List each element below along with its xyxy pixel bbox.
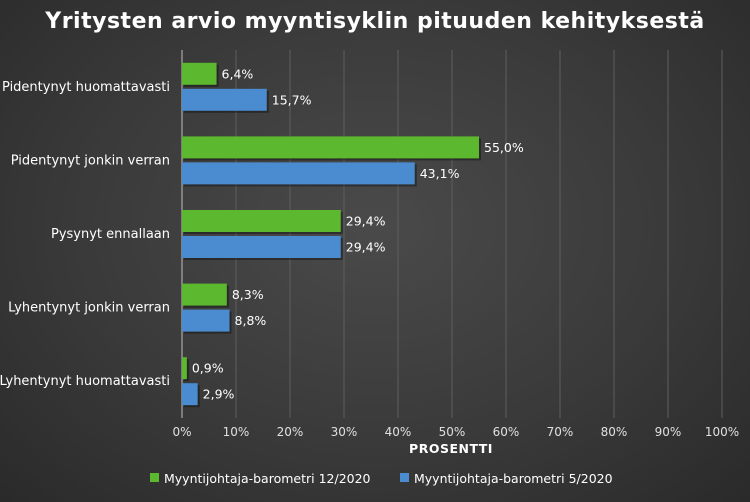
legend-swatch — [400, 473, 409, 482]
bar-group — [182, 283, 229, 308]
x-tick-label: 10% — [223, 425, 250, 439]
bar-group — [182, 136, 481, 161]
bar — [182, 383, 198, 406]
legend: Myyntijohtaja-barometri 12/2020 Myyntijoh… — [150, 471, 613, 486]
x-tick-label: 70% — [547, 425, 574, 439]
data-label: 29,4% — [346, 214, 386, 229]
category-label: Pidentynyt huomattavasti — [2, 80, 170, 95]
bar — [182, 236, 341, 258]
bars: 6,4% 15,7% 55,0% 43,1% 29,4% 29,4% 8,3% 8,8% 0,9… — [182, 62, 524, 408]
bar-group — [182, 236, 343, 260]
data-label: 8,3% — [232, 287, 264, 302]
x-tick-label: 30% — [331, 425, 358, 439]
bar — [182, 162, 415, 185]
x-tick-label: 100% — [705, 425, 739, 439]
legend-label: Myyntijohtaja-barometri 5/2020 — [414, 471, 613, 486]
legend-swatch — [150, 473, 159, 482]
data-label: 2,9% — [203, 387, 235, 402]
bar-group — [182, 383, 200, 408]
bar-group — [182, 62, 219, 87]
data-label: 6,4% — [222, 66, 254, 81]
category-labels: Pidentynyt huomattavasti Pidentynyt jonki… — [0, 80, 170, 389]
data-label: 55,0% — [484, 140, 524, 155]
category-label: Lyhentynyt huomattavasti — [0, 374, 170, 389]
bar-group — [182, 210, 343, 234]
category-label: Pidentynyt jonkin verran — [11, 153, 170, 168]
x-tick-label: 0% — [172, 425, 191, 439]
bar — [182, 136, 479, 159]
bar — [182, 62, 217, 85]
bar-group — [182, 162, 417, 187]
bar-group — [182, 88, 269, 113]
data-label: 8,8% — [235, 313, 267, 328]
bar-group — [182, 309, 232, 334]
category-label: Pysynyt ennallaan — [51, 227, 170, 242]
bar — [182, 210, 341, 232]
data-label: 43,1% — [420, 166, 460, 181]
x-tick-label: 80% — [601, 425, 628, 439]
x-tick-label: 20% — [277, 425, 304, 439]
bar — [182, 88, 267, 111]
x-tick-label: 50% — [439, 425, 466, 439]
data-label: 15,7% — [272, 92, 312, 107]
bar — [182, 309, 230, 332]
category-label: Lyhentynyt jonkin verran — [8, 301, 170, 316]
x-tick-label: 60% — [493, 425, 520, 439]
x-tick-label: 40% — [385, 425, 412, 439]
bar-group — [182, 357, 189, 382]
chart-title: Yritysten arvio myyntisyklin pituuden ke… — [44, 9, 704, 34]
x-tick-label: 90% — [655, 425, 682, 439]
legend-label: Myyntijohtaja-barometri 12/2020 — [164, 471, 371, 486]
gridlines — [181, 50, 723, 418]
bar — [182, 283, 227, 306]
data-label: 29,4% — [346, 240, 386, 255]
data-label: 0,9% — [192, 361, 224, 376]
x-tick-labels: 0% 10% 20% 30% 40% 50% 60% 70% 80% 90% 100% — [172, 425, 739, 439]
bar — [182, 357, 187, 380]
x-axis-title: PROSENTTI — [409, 441, 493, 456]
